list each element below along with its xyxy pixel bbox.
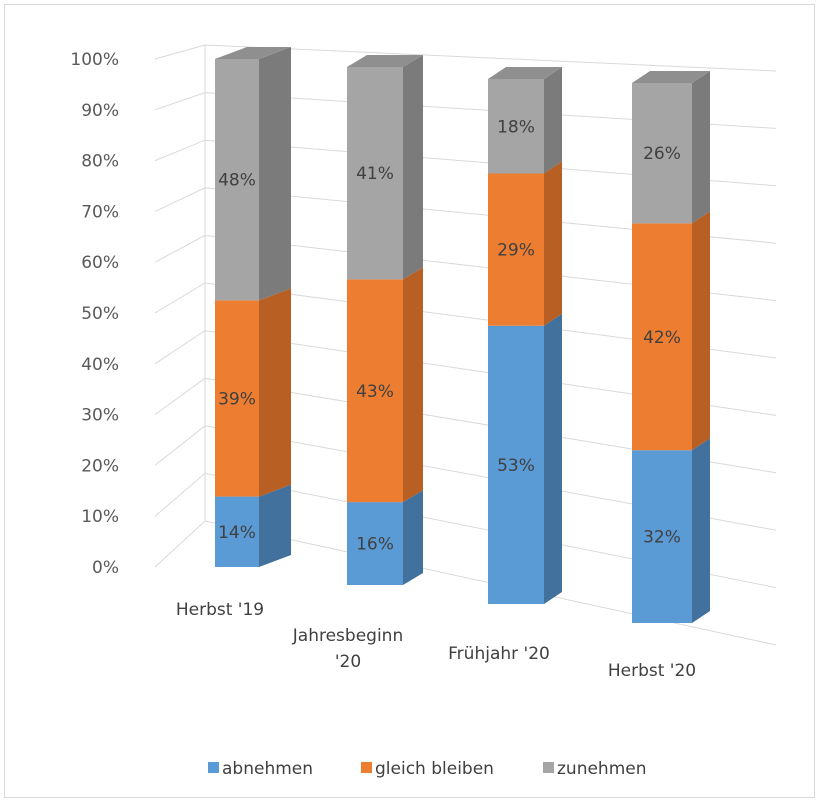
legend-label: zunehmen (557, 759, 647, 779)
bar-segment-front (488, 79, 544, 174)
bar-segment-side (403, 490, 423, 585)
y-tick-label: 80% (81, 152, 119, 172)
x-axis-categories: Herbst '19 Jahresbeginn '20 Frühjahr '20 Her… (176, 600, 696, 681)
bar-segment-front (347, 502, 403, 585)
legend-label: gleich bleiben (375, 759, 494, 779)
bar-top-face (488, 67, 562, 79)
bar-segment-side (403, 55, 423, 280)
data-label: 32% (643, 528, 681, 548)
data-label: 43% (356, 382, 394, 402)
bars: 14% 39% 48% 16% 43% 41% 53% 29% 18% 32% 42% 26% (215, 47, 710, 623)
bar-segment-front (215, 59, 259, 301)
x-category-label-line: Herbst '19 (176, 600, 264, 620)
bar-segment-front (488, 173, 544, 326)
x-category-label-line: Herbst '20 (608, 661, 696, 681)
legend-swatch (543, 762, 554, 773)
bar-segment-side (259, 47, 291, 301)
bar-top-face (215, 47, 291, 59)
bar-segment-side (692, 211, 710, 451)
legend-swatch (208, 762, 219, 773)
bar-segment-front (632, 223, 692, 451)
y-tick-label: 0% (92, 558, 119, 578)
data-label: 53% (497, 456, 535, 476)
bar-segment-front (488, 325, 544, 604)
y-tick-label: 100% (70, 50, 119, 70)
x-category-label: Frühjahr '20 (448, 644, 550, 664)
legend-label: abnehmen (222, 759, 313, 779)
y-tick-label: 90% (81, 101, 119, 121)
bar-segment-side (692, 71, 710, 224)
y-tick-label: 60% (81, 253, 119, 273)
stacked-bar-chart-3d: 0% 10% 20% 30% 40% 50% 60% 70% 80% 90% 100% 14% 39%… (70, 44, 777, 779)
y-axis-ticks: 0% 10% 20% 30% 40% 50% 60% 70% 80% 90% 100% (70, 50, 119, 578)
y-tick-label: 40% (81, 355, 119, 375)
x-category-label: Herbst '19 (176, 600, 264, 620)
data-label: 41% (356, 164, 394, 184)
gridlines (154, 44, 777, 646)
data-label: 26% (643, 144, 681, 164)
bar-segment-side (544, 313, 562, 604)
y-tick-label: 50% (81, 304, 119, 324)
bar-top-face (347, 55, 423, 67)
x-category-label-line: '20 (335, 652, 361, 672)
bar-segment-front (632, 450, 692, 623)
bar-segment-side (403, 267, 423, 503)
data-label: 39% (218, 390, 256, 410)
bar-segment-front (632, 83, 692, 224)
y-tick-label: 70% (81, 202, 119, 222)
x-category-label-line: Jahresbeginn (292, 626, 403, 646)
bar-segment-front (347, 67, 403, 280)
legend-swatch (361, 762, 372, 773)
y-tick-label: 10% (81, 507, 119, 527)
y-tick-label: 20% (81, 456, 119, 476)
data-label: 29% (497, 241, 535, 261)
data-label: 16% (356, 535, 394, 555)
data-label: 14% (218, 523, 256, 543)
data-label: 18% (497, 117, 535, 137)
bar-segment-side (259, 484, 291, 567)
data-label: 42% (643, 328, 681, 348)
bar-segment-side (544, 161, 562, 326)
y-tick-label: 30% (81, 406, 119, 426)
x-category-label: Herbst '20 (608, 661, 696, 681)
x-category-label: Jahresbeginn '20 (292, 626, 403, 672)
data-label: 48% (218, 171, 256, 191)
bar-segment-front (347, 279, 403, 503)
bar-segment-side (692, 438, 710, 623)
bar-top-face (632, 71, 710, 83)
chart-frame: 0% 10% 20% 30% 40% 50% 60% 70% 80% 90% 100% 14% 39%… (4, 4, 815, 798)
x-category-label-line: Frühjahr '20 (448, 644, 550, 664)
bar-segment-front (215, 300, 259, 497)
legend: abnehmen gleich bleiben zunehmen (208, 759, 647, 779)
bar-segment-front (215, 496, 259, 567)
bar-segment-side (544, 67, 562, 174)
bar-segment-side (259, 288, 291, 497)
